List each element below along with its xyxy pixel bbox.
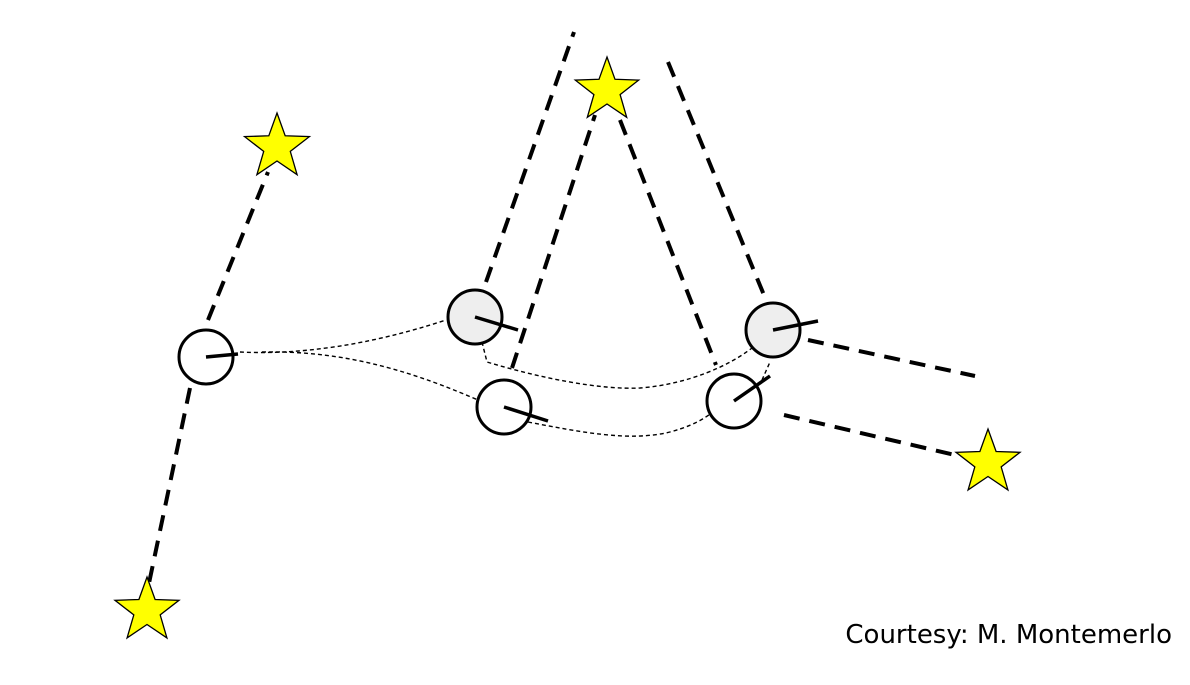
observation-line (510, 114, 597, 369)
poses (177, 288, 819, 436)
landmarks (113, 55, 1022, 640)
trajectory-path (261, 351, 479, 401)
pose-circle (177, 328, 239, 386)
credit-text: Courtesy: M. Montemerlo (845, 620, 1172, 650)
trajectory-path (481, 341, 753, 389)
landmark-star-icon (954, 427, 1022, 492)
pose-circle-estimated (446, 288, 519, 346)
observation-line (484, 31, 576, 283)
observation-line (666, 61, 768, 301)
pose-circle (705, 372, 771, 430)
landmark-star-icon (113, 575, 181, 640)
trajectory-path (527, 401, 723, 437)
landmark-star-icon (242, 111, 312, 177)
pose-circle (475, 378, 549, 436)
trajectory-curves (239, 319, 771, 437)
observation-line (807, 338, 976, 378)
pose-circle-estimated (744, 301, 819, 359)
trajectory-path (761, 361, 771, 381)
observation-line (206, 171, 270, 321)
observation-line (783, 413, 956, 457)
observation-line (618, 119, 718, 366)
trajectory-path (239, 319, 447, 354)
landmark-star-icon (573, 55, 641, 119)
observation-lines (146, 31, 976, 589)
observation-line (146, 387, 192, 589)
